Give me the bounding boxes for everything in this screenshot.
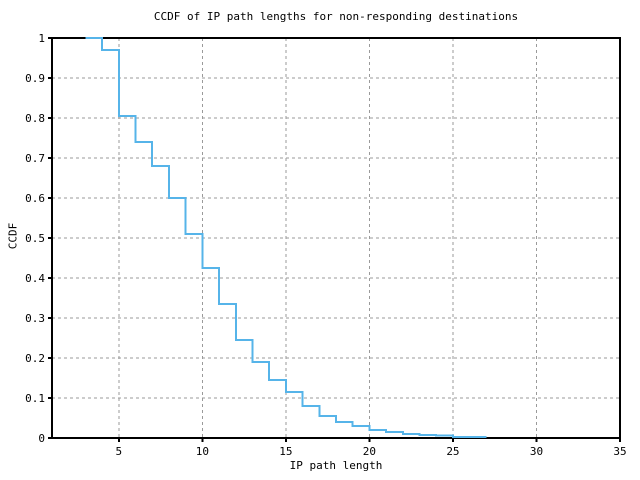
- y-tick-label: 0.3: [25, 312, 45, 325]
- x-tick-label: 25: [446, 445, 459, 458]
- ccdf-curve: [85, 37, 487, 439]
- x-tick-label: 10: [196, 445, 209, 458]
- y-tick-label: 1: [38, 32, 45, 45]
- x-tick-label: 15: [279, 445, 292, 458]
- y-tick-label: 0.5: [25, 232, 45, 245]
- y-tick-label: 0.4: [25, 272, 45, 285]
- y-tick-label: 0.1: [25, 392, 45, 405]
- y-tick-label: 0.7: [25, 152, 45, 165]
- x-tick-label: 35: [613, 445, 626, 458]
- x-axis-label: IP path length: [289, 459, 383, 472]
- chart-title: CCDF of IP path lengths for non-respondi…: [153, 10, 519, 23]
- y-tick-label: 0.9: [25, 72, 45, 85]
- y-tick-label: 0: [38, 432, 45, 445]
- x-tick-label: 20: [363, 445, 376, 458]
- x-tick-label: 30: [530, 445, 543, 458]
- x-tick-label: 5: [116, 445, 123, 458]
- y-tick-label: 0.8: [25, 112, 45, 125]
- y-tick-label: 0.6: [25, 192, 45, 205]
- y-tick-label: 0.2: [25, 352, 45, 365]
